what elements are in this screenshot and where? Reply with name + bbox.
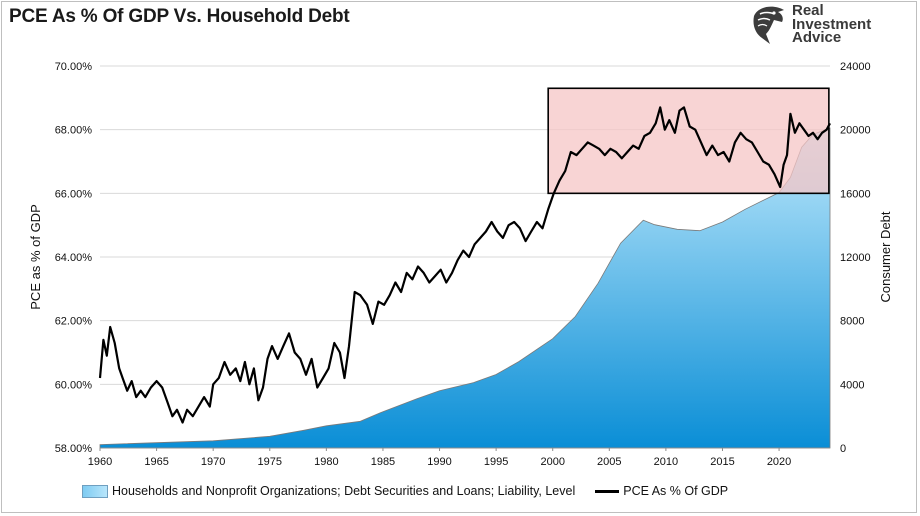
legend-swatch-debt [82, 484, 108, 498]
x-tick-label: 1995 [484, 456, 508, 468]
right-tick-label: 20000 [840, 125, 871, 137]
x-tick-label: 2015 [710, 456, 734, 468]
right-tick-label: 24000 [840, 61, 871, 73]
right-tick-label: 8000 [840, 316, 864, 328]
x-tick-label: 1970 [201, 456, 225, 468]
left-tick-label: 60.00% [55, 379, 93, 391]
x-tick-label: 1990 [427, 456, 451, 468]
right-tick-label: 4000 [840, 379, 864, 391]
pce-line-layer [98, 106, 831, 424]
left-tick-label: 64.00% [55, 252, 93, 264]
left-axis-title: PCE as % of GDP [28, 204, 43, 309]
axes: 58.00% 60.00% 62.00% 64.00% 66.00% 68.00% 70.0… [28, 61, 893, 468]
legend-label-pce: PCE As % Of GDP [623, 484, 729, 498]
left-tick-label: 58.00% [55, 443, 93, 455]
x-tick-label: 2020 [767, 456, 791, 468]
x-tick-label: 2005 [597, 456, 621, 468]
brand-logo: Real Investment Advice [748, 2, 908, 50]
pce-line [98, 106, 831, 424]
x-tick-label: 1980 [314, 456, 338, 468]
logo-line-3: Advice [792, 29, 842, 46]
legend: Households and Nonprofit Organizations; … [82, 482, 728, 500]
right-tick-label: 16000 [840, 188, 871, 200]
highlight-layer [547, 87, 830, 195]
x-tick-label: 1975 [258, 456, 282, 468]
right-axis-title: Consumer Debt [878, 211, 893, 302]
left-tick-label: 70.00% [55, 61, 93, 73]
x-tick-label: 1985 [371, 456, 395, 468]
highlight-box [547, 87, 830, 195]
legend-swatch-pce [595, 489, 620, 493]
legend-label-debt: Households and Nonprofit Organizations; … [112, 484, 576, 498]
x-tick-label: 1960 [88, 456, 112, 468]
x-tick-label: 2000 [540, 456, 564, 468]
logo-line-2: Investment [792, 15, 872, 33]
left-tick-label: 68.00% [55, 125, 93, 137]
right-tick-label: 0 [840, 443, 846, 455]
chart-title: PCE As % Of GDP Vs. Household Debt [9, 6, 350, 27]
left-tick-label: 62.00% [55, 316, 93, 328]
left-tick-label: 66.00% [55, 188, 93, 200]
eagle-head-icon [753, 6, 784, 44]
x-tick-label: 2010 [654, 456, 678, 468]
right-tick-label: 12000 [840, 252, 871, 264]
logo-line-1: Real [792, 2, 824, 19]
x-tick-label: 1965 [144, 456, 168, 468]
